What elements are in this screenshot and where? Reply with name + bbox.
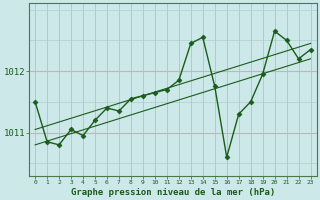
X-axis label: Graphe pression niveau de la mer (hPa): Graphe pression niveau de la mer (hPa) (71, 188, 275, 197)
